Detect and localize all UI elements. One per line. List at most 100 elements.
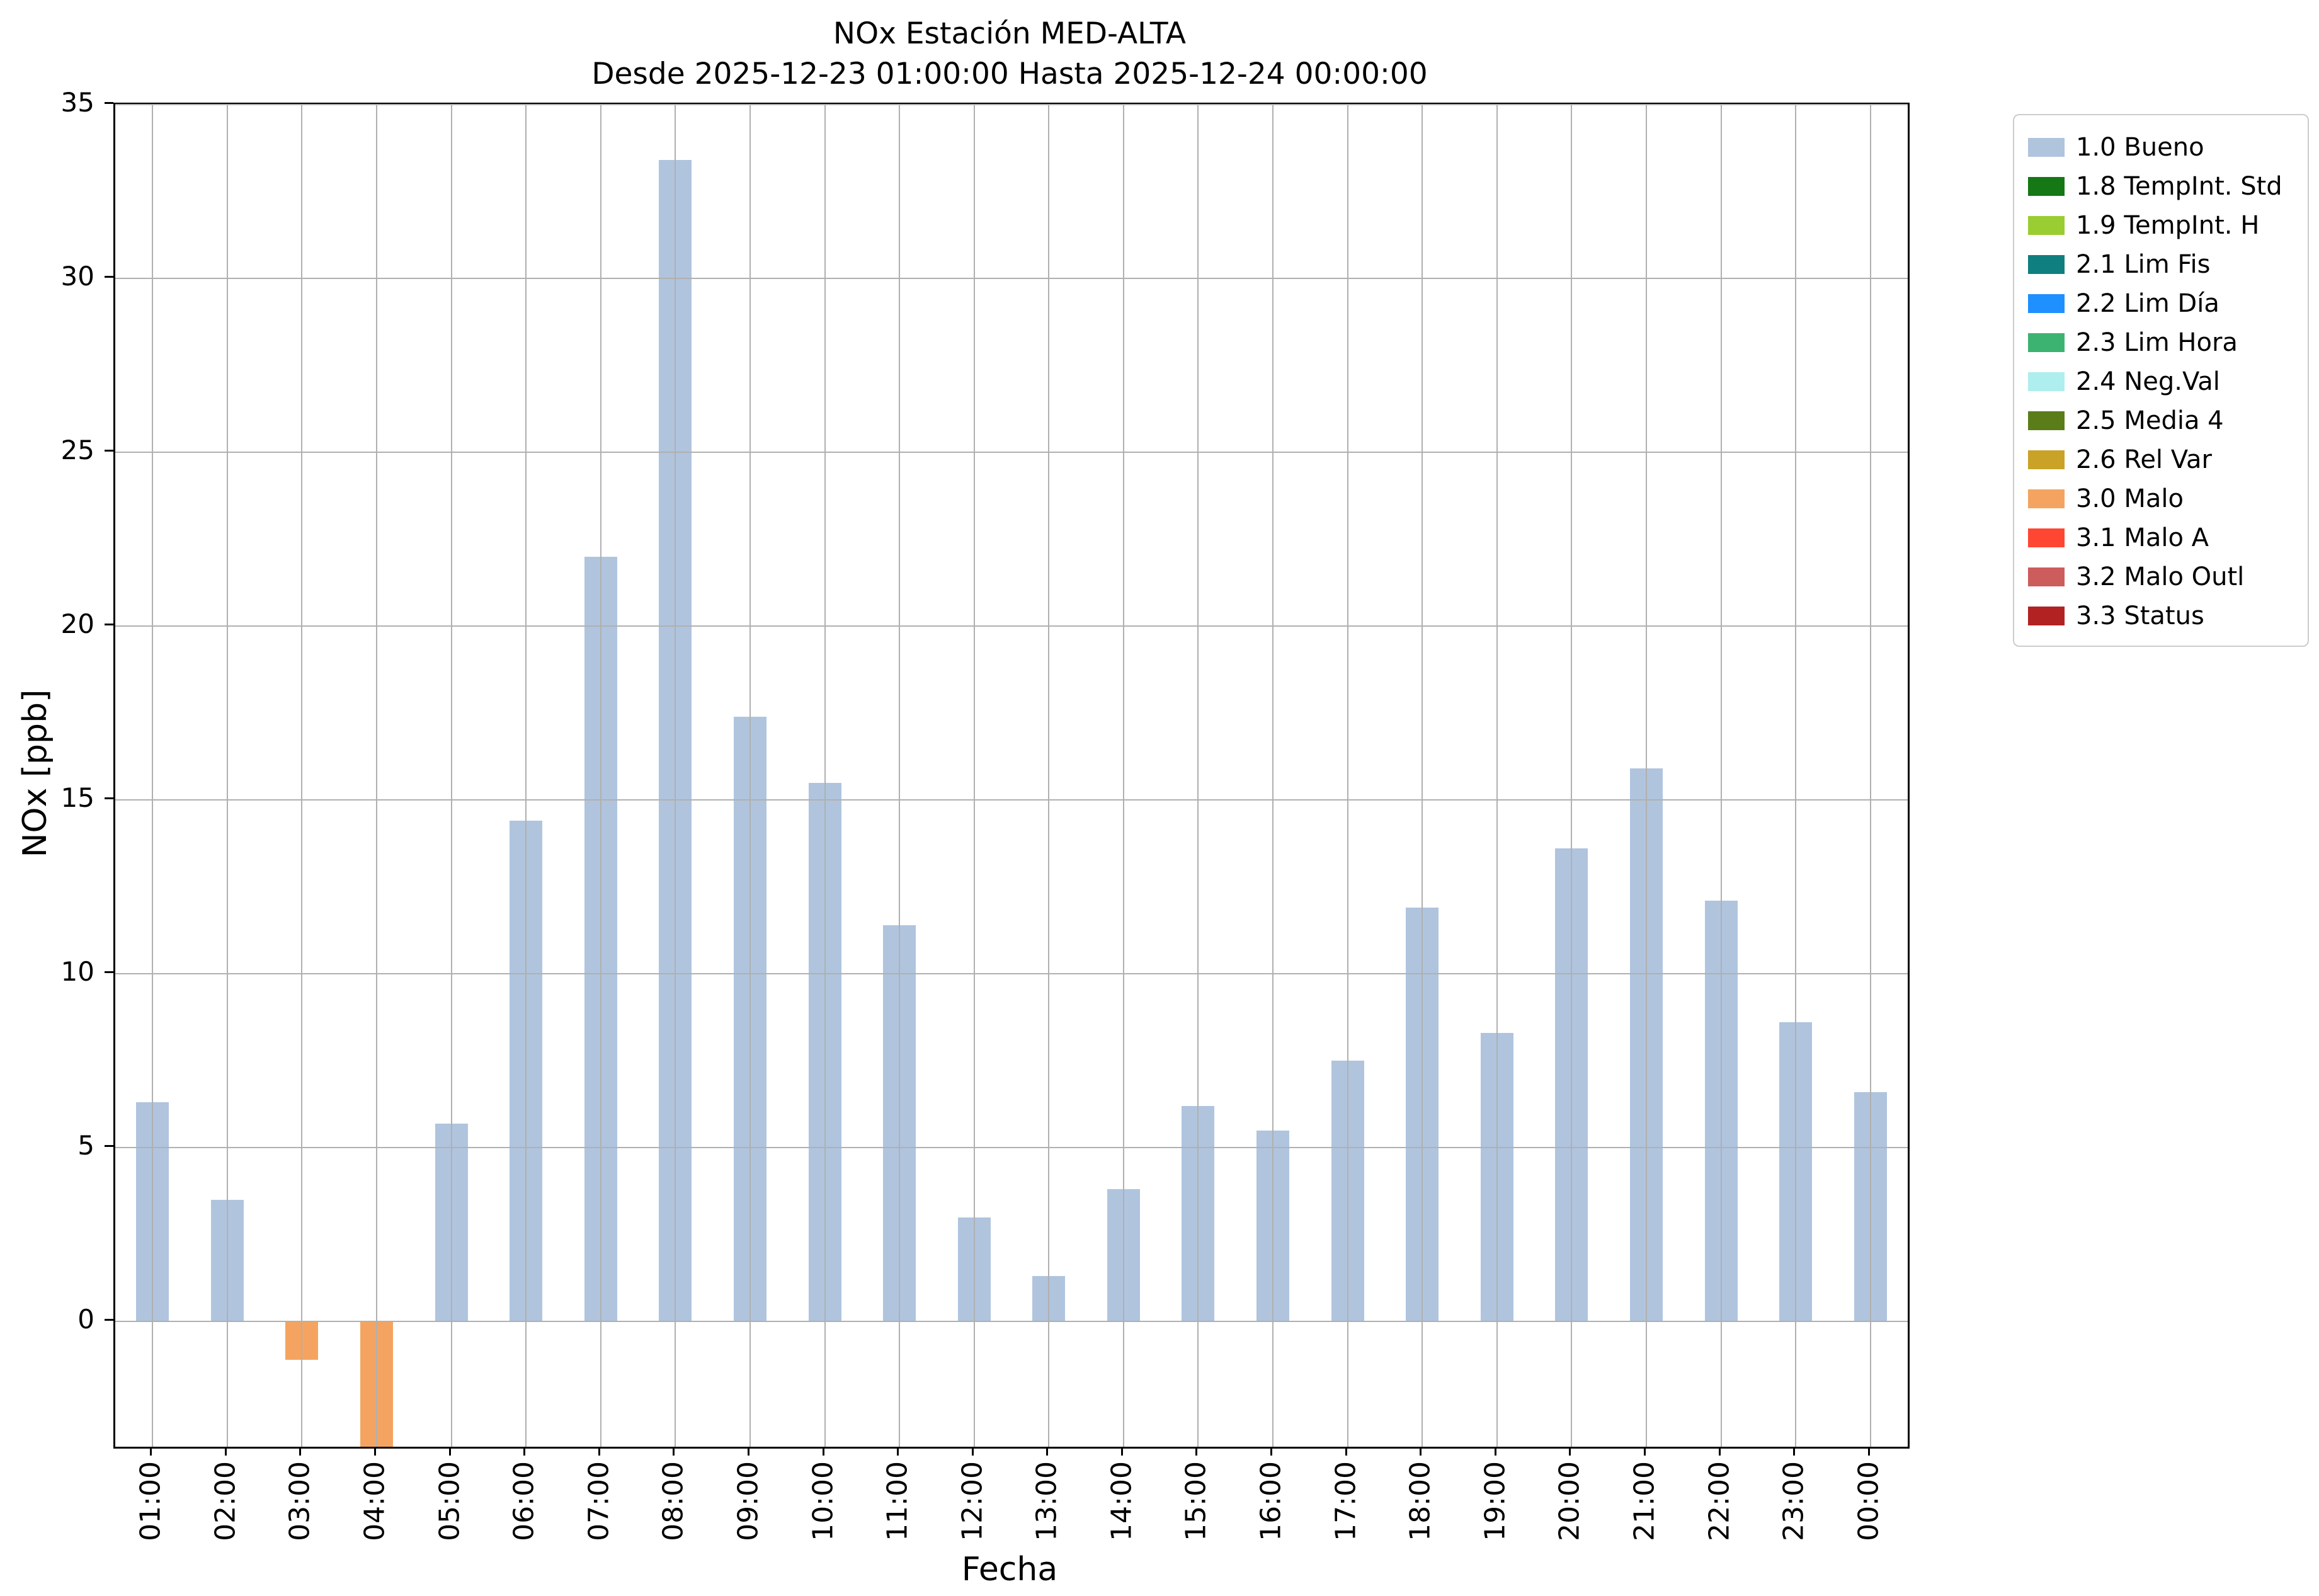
x-tick-mark-14:00 (1120, 1447, 1123, 1456)
x-tick-mark-22:00 (1718, 1447, 1721, 1456)
gridline-x-21:00 (1645, 105, 1647, 1447)
gridline-x-11:00 (899, 105, 901, 1447)
x-tick-mark-02:00 (224, 1447, 227, 1456)
gridline-x-12:00 (973, 105, 975, 1447)
x-tick-label-04:00: 04:00 (358, 1461, 391, 1541)
y-tick-label-35: 35 (60, 87, 94, 118)
y-tick-label-15: 15 (60, 782, 94, 814)
y-tick-mark-5 (105, 1145, 113, 1148)
x-tick-mark-19:00 (1494, 1447, 1496, 1456)
gridline-x-22:00 (1720, 105, 1722, 1447)
x-tick-label-16:00: 16:00 (1255, 1461, 1287, 1541)
x-tick-label-13:00: 13:00 (1030, 1461, 1063, 1541)
x-tick-label-02:00: 02:00 (209, 1461, 242, 1541)
y-axis-label: NOx [ppb] (16, 689, 54, 858)
gridline-x-15:00 (1197, 105, 1199, 1447)
x-tick-label-10:00: 10:00 (807, 1461, 840, 1541)
x-tick-mark-13:00 (1046, 1447, 1049, 1456)
x-tick-mark-03:00 (299, 1447, 302, 1456)
x-tick-mark-23:00 (1793, 1447, 1796, 1456)
legend-label-11: 3.2 Malo Outl (2076, 562, 2245, 591)
y-tick-mark-30 (105, 276, 113, 278)
legend-label-9: 3.0 Malo (2076, 484, 2184, 513)
y-tick-label-30: 30 (60, 261, 94, 292)
gridline-x-06:00 (525, 105, 527, 1447)
gridline-x-09:00 (749, 105, 751, 1447)
gridline-x-10:00 (824, 105, 826, 1447)
gridline-y-15 (115, 799, 1908, 801)
x-axis-label: Fecha (961, 1551, 1058, 1588)
legend-label-10: 3.1 Malo A (2076, 523, 2209, 552)
legend-item-9: 3.0 Malo (2028, 479, 2295, 518)
legend-label-2: 1.9 TempInt. H (2076, 211, 2260, 240)
x-tick-mark-08:00 (673, 1447, 675, 1456)
gridline-x-07:00 (600, 105, 601, 1447)
gridline-y-20 (115, 625, 1908, 627)
legend-label-12: 3.3 Status (2076, 601, 2204, 630)
legend-patch-5 (2028, 333, 2065, 352)
x-tick-mark-18:00 (1420, 1447, 1422, 1456)
x-tick-mark-16:00 (1270, 1447, 1273, 1456)
y-tick-mark-0 (105, 1319, 113, 1321)
legend-patch-11 (2028, 567, 2065, 586)
x-tick-mark-00:00 (1867, 1447, 1870, 1456)
gridline-x-18:00 (1422, 105, 1423, 1447)
y-tick-mark-20 (105, 624, 113, 626)
legend-label-5: 2.3 Lim Hora (2076, 328, 2238, 357)
chart-title-line2: Desde 2025-12-23 01:00:00 Hasta 2025-12-… (591, 57, 1428, 91)
x-tick-mark-20:00 (1569, 1447, 1571, 1456)
plot-area (113, 103, 1910, 1449)
gridline-x-14:00 (1122, 105, 1124, 1447)
gridline-x-02:00 (226, 105, 228, 1447)
chart-title: NOx Estación MED-ALTA Desde 2025-12-23 0… (113, 14, 1906, 94)
legend-item-5: 2.3 Lim Hora (2028, 323, 2295, 362)
gridline-y-25 (115, 452, 1908, 453)
legend-item-7: 2.5 Media 4 (2028, 401, 2295, 440)
y-tick-mark-10 (105, 971, 113, 974)
x-tick-mark-06:00 (523, 1447, 526, 1456)
gridline-x-01:00 (152, 105, 154, 1447)
y-tick-mark-35 (105, 102, 113, 104)
y-tick-mark-25 (105, 450, 113, 452)
legend-patch-1 (2028, 177, 2065, 196)
chart-title-line1: NOx Estación MED-ALTA (833, 16, 1187, 51)
gridline-x-13:00 (1048, 105, 1050, 1447)
x-tick-label-09:00: 09:00 (732, 1461, 765, 1541)
x-tick-label-14:00: 14:00 (1105, 1461, 1138, 1541)
legend-item-12: 3.3 Status (2028, 596, 2295, 636)
x-tick-mark-10:00 (822, 1447, 824, 1456)
gridline-x-08:00 (675, 105, 676, 1447)
legend-item-4: 2.2 Lim Día (2028, 284, 2295, 323)
y-tick-label-0: 0 (77, 1304, 94, 1335)
legend-patch-9 (2028, 489, 2065, 508)
x-tick-label-01:00: 01:00 (134, 1461, 167, 1541)
legend-patch-0 (2028, 138, 2065, 157)
x-tick-mark-01:00 (150, 1447, 152, 1456)
legend-item-6: 2.4 Neg.Val (2028, 362, 2295, 401)
x-tick-label-05:00: 05:00 (433, 1461, 466, 1541)
x-tick-mark-15:00 (1195, 1447, 1198, 1456)
gridline-x-23:00 (1795, 105, 1797, 1447)
gridline-x-16:00 (1272, 105, 1274, 1447)
legend-label-6: 2.4 Neg.Val (2076, 367, 2220, 396)
x-tick-label-22:00: 22:00 (1703, 1461, 1736, 1541)
x-tick-mark-21:00 (1643, 1447, 1646, 1456)
gridline-x-17:00 (1347, 105, 1348, 1447)
legend-patch-4 (2028, 294, 2065, 313)
x-tick-label-15:00: 15:00 (1180, 1461, 1212, 1541)
x-tick-label-08:00: 08:00 (657, 1461, 690, 1541)
x-tick-label-20:00: 20:00 (1553, 1461, 1586, 1541)
gridline-x-04:00 (376, 105, 378, 1447)
gridline-x-00:00 (1869, 105, 1871, 1447)
legend-label-4: 2.2 Lim Día (2076, 289, 2219, 318)
x-tick-label-17:00: 17:00 (1330, 1461, 1362, 1541)
gridline-y-5 (115, 1147, 1908, 1149)
legend-label-8: 2.6 Rel Var (2076, 445, 2212, 474)
x-tick-label-07:00: 07:00 (583, 1461, 615, 1541)
x-tick-label-12:00: 12:00 (956, 1461, 989, 1541)
x-tick-label-21:00: 21:00 (1628, 1461, 1661, 1541)
legend-label-3: 2.1 Lim Fis (2076, 250, 2211, 279)
gridline-x-19:00 (1496, 105, 1498, 1447)
legend-patch-3 (2028, 255, 2065, 274)
